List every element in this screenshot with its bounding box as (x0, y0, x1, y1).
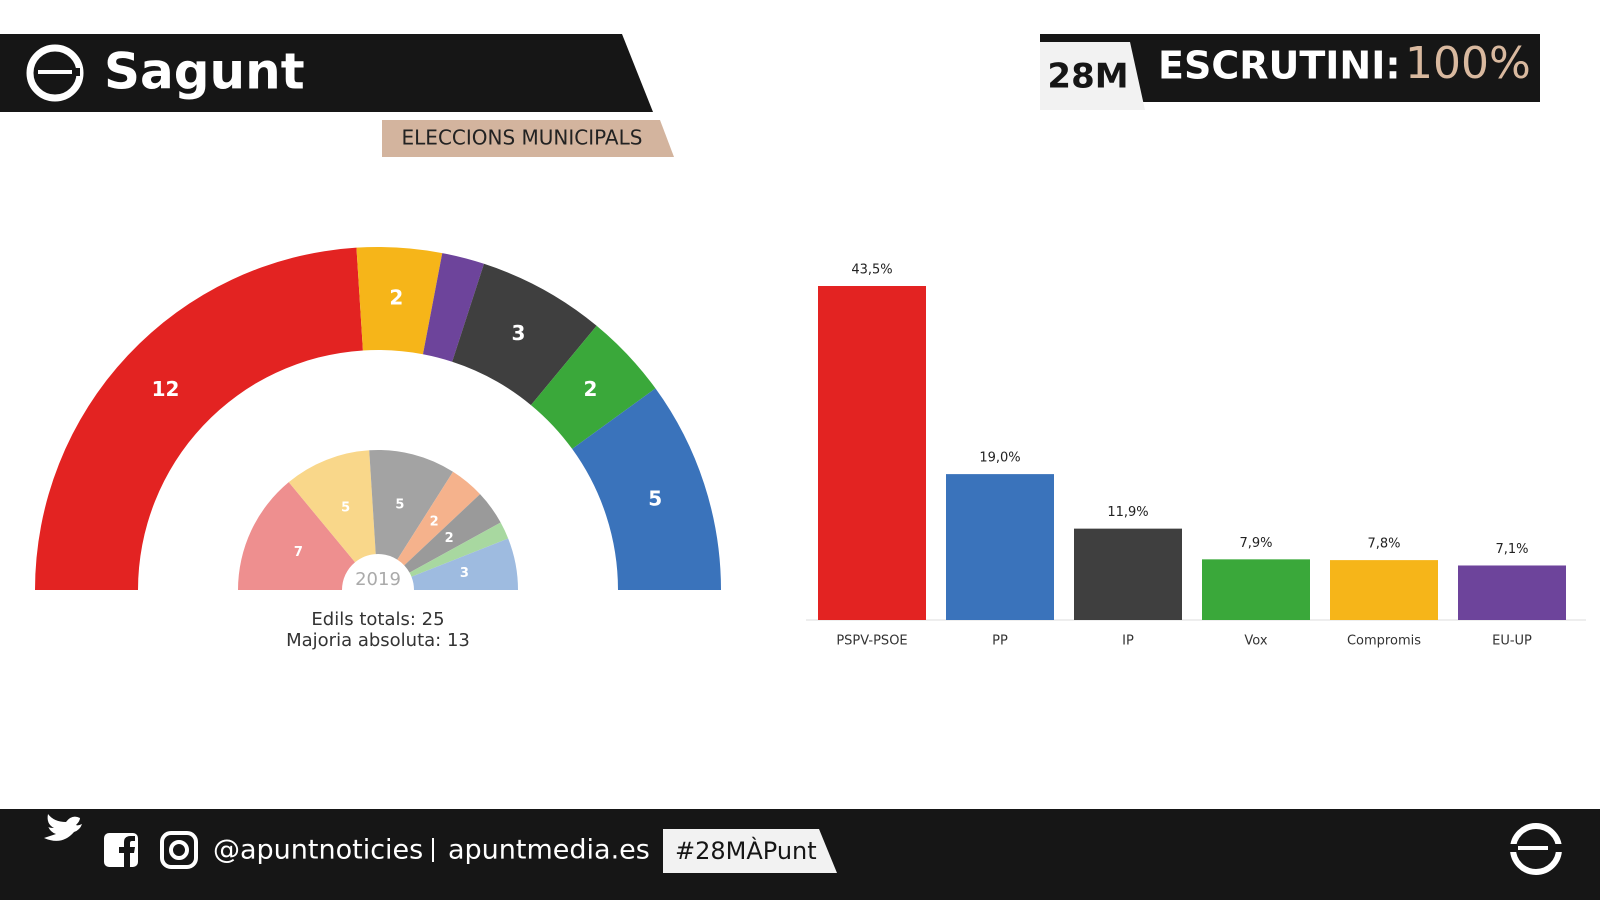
instagram-lens (169, 840, 189, 860)
badge: 28M (1047, 57, 1128, 97)
subtitle-band (382, 120, 674, 157)
instagram-icon[interactable] (160, 831, 198, 869)
bar (1458, 565, 1566, 620)
seat-label: 2 (389, 286, 403, 310)
category-label: PSPV-PSOE (836, 634, 907, 649)
title-band (0, 34, 653, 112)
seat-wedge (530, 325, 656, 449)
seat-label: 5 (648, 486, 662, 510)
subtitle: ELECCIONS MUNICIPALS (402, 126, 643, 150)
bar (1202, 559, 1310, 620)
category-label: Vox (1244, 634, 1267, 649)
facebook-glyph (119, 836, 135, 867)
status-label: ESCRUTINI: (1158, 44, 1401, 88)
seat-wedge (397, 471, 481, 566)
value-label: 43,5% (851, 263, 892, 278)
seat-label: 5 (341, 501, 350, 516)
logo-bar (1518, 846, 1548, 850)
annotation: Majoria absoluta: 13 (286, 630, 470, 651)
badge-box (1040, 42, 1145, 110)
bar (818, 286, 926, 620)
seat-wedge (404, 494, 501, 573)
logo-bar (38, 70, 72, 74)
seat-label: 2 (430, 515, 439, 530)
seat-label: 2 (584, 377, 598, 401)
seat-wedge (288, 450, 376, 563)
seat-wedge (356, 247, 443, 355)
bar (1074, 528, 1182, 620)
annotation: Edils totals: 25 (311, 609, 444, 630)
category-label: EU-UP (1492, 634, 1532, 649)
category-label: Compromis (1347, 634, 1421, 649)
center-label: 2019 (355, 569, 401, 590)
value-label: 11,9% (1107, 505, 1148, 520)
seat-wedge (411, 538, 518, 590)
seat-label: 7 (294, 545, 303, 560)
value-label: 7,8% (1367, 537, 1400, 552)
seat-wedge (35, 247, 363, 591)
seat-wedge (238, 482, 356, 590)
seat-label: 2 (445, 531, 454, 546)
bar (1330, 560, 1438, 620)
value-label: 7,1% (1495, 542, 1528, 557)
category-label: IP (1122, 634, 1134, 649)
category-label: PP (992, 634, 1008, 649)
hashtag-box (663, 829, 837, 873)
title: Sagunt (104, 43, 305, 101)
seat-wedge (369, 449, 454, 560)
seat-wedge (422, 253, 484, 362)
value-label: 19,0% (979, 451, 1020, 466)
seat-wedge (572, 388, 721, 590)
footer-hashtag[interactable]: #28MÀPunt (675, 836, 817, 865)
seat-label: 5 (395, 497, 404, 512)
value-label: 7,9% (1239, 536, 1272, 551)
status-value: 100% (1405, 38, 1531, 89)
footer-handle[interactable]: @apuntnoticies (213, 835, 423, 866)
twitter-icon[interactable] (44, 814, 82, 841)
seat-wedge (452, 263, 597, 406)
seat-label: 12 (152, 377, 180, 401)
footer-site[interactable]: apuntmedia.es (448, 835, 650, 866)
seat-wedge (409, 522, 509, 577)
seat-label: 3 (460, 566, 469, 581)
bar (946, 474, 1054, 620)
seat-label: 3 (511, 321, 525, 345)
